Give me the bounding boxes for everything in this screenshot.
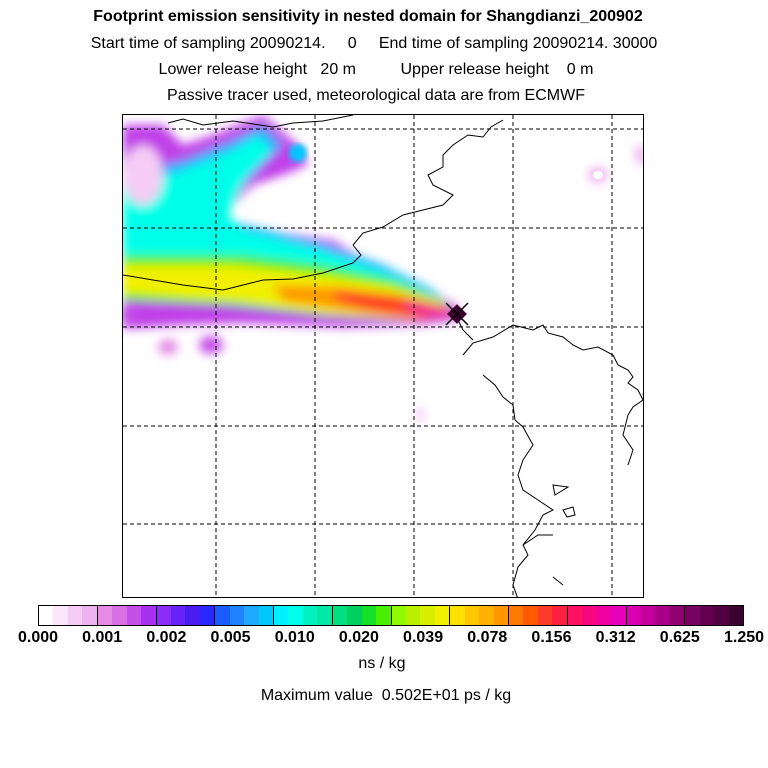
colorbar-swatch bbox=[434, 606, 451, 625]
colorbar-tick-label: 0.001 bbox=[82, 629, 123, 646]
colorbar-swatch bbox=[199, 606, 216, 625]
colorbar-swatch bbox=[215, 606, 230, 625]
colorbar-swatch bbox=[420, 606, 435, 625]
sampling-time-line: Start time of sampling 20090214. 0 End t… bbox=[90, 35, 658, 52]
colorbar-tick-label: 0.625 bbox=[659, 629, 700, 646]
colorbar-swatch bbox=[493, 606, 509, 625]
colorbar-swatch bbox=[258, 606, 274, 625]
colorbar-swatch bbox=[714, 606, 729, 625]
colorbar-swatch bbox=[317, 606, 333, 625]
colorbar-swatch bbox=[112, 606, 127, 625]
colorbar-swatch bbox=[185, 606, 200, 625]
colorbar-swatch bbox=[509, 606, 524, 625]
colorbar-swatch bbox=[170, 606, 186, 625]
colorbar-swatch bbox=[537, 606, 553, 625]
maximum-value-label: Maximum value 0.502E+01 ps / kg bbox=[260, 687, 512, 704]
sensitivity-field bbox=[123, 115, 643, 423]
colorbar-swatch bbox=[669, 606, 686, 625]
receptor-x-marker bbox=[445, 302, 469, 326]
colorbar-tick-label: 0.312 bbox=[595, 629, 636, 646]
colorbar-swatch bbox=[82, 606, 98, 625]
colorbar-swatch bbox=[699, 606, 715, 625]
colorbar-swatch bbox=[376, 606, 392, 625]
colorbar-swatch bbox=[302, 606, 318, 625]
colorbar-swatch bbox=[39, 606, 54, 625]
colorbar-tick-label: 0.039 bbox=[403, 629, 444, 646]
colorbar-swatch bbox=[332, 606, 348, 625]
units-label: ns / kg bbox=[358, 655, 406, 672]
colorbar-swatch bbox=[464, 606, 480, 625]
colorbar-tick-label: 0.005 bbox=[210, 629, 251, 646]
colorbar-swatch bbox=[728, 606, 743, 625]
colorbar-swatch bbox=[567, 606, 583, 625]
colorbar-swatch bbox=[97, 606, 113, 625]
colorbar-swatch bbox=[685, 606, 700, 625]
colorbar-swatch bbox=[288, 606, 303, 625]
colorbar-swatch bbox=[391, 606, 406, 625]
colorbar-swatch bbox=[552, 606, 568, 625]
colorbar-swatch bbox=[244, 606, 259, 625]
colorbar-swatch bbox=[655, 606, 670, 625]
colorbar-tick-label: 0.078 bbox=[467, 629, 508, 646]
colorbar-swatch bbox=[582, 606, 597, 625]
colorbar-swatch bbox=[156, 606, 171, 625]
colorbar-swatch bbox=[405, 606, 421, 625]
map-canvas bbox=[123, 115, 643, 597]
colorbar-swatch bbox=[640, 606, 656, 625]
colorbar-tick-label: 0.020 bbox=[338, 629, 379, 646]
colorbar-tick-label: 0.002 bbox=[146, 629, 187, 646]
plot-title: Footprint emission sensitivity in nested… bbox=[93, 8, 643, 25]
tracer-info-line: Passive tracer used, meteorological data… bbox=[167, 87, 585, 104]
footprint-map bbox=[122, 114, 644, 598]
colorbar-swatch bbox=[126, 606, 142, 625]
colorbar-tick-label: 1.250 bbox=[723, 629, 765, 646]
colorbar-swatch bbox=[626, 606, 641, 625]
colorbar-swatch bbox=[523, 606, 538, 625]
colorbar-swatch bbox=[347, 606, 362, 625]
colorbar-tick-label: 0.000 bbox=[17, 629, 59, 646]
lat-lon-grid bbox=[123, 115, 643, 597]
colorbar-tick-label: 0.010 bbox=[274, 629, 315, 646]
colorbar-tick-label: 0.156 bbox=[531, 629, 572, 646]
colorbar-swatch bbox=[450, 606, 465, 625]
colorbar-swatch bbox=[611, 606, 627, 625]
release-height-line: Lower release height 20 m Upper release … bbox=[158, 61, 594, 78]
colorbar-swatch bbox=[67, 606, 83, 625]
colorbar-swatch bbox=[229, 606, 245, 625]
colorbar-swatch bbox=[53, 606, 68, 625]
colorbar-swatch bbox=[274, 606, 289, 625]
colorbar-swatch bbox=[479, 606, 494, 625]
colorbar-swatch bbox=[141, 606, 157, 625]
colorbar-swatch bbox=[361, 606, 377, 625]
colorbar bbox=[38, 605, 744, 626]
colorbar-swatch bbox=[596, 606, 612, 625]
